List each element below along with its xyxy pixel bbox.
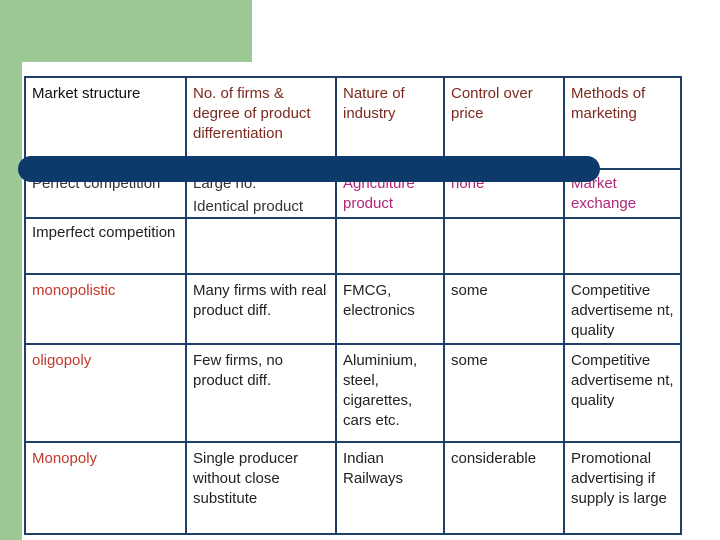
cell-firms: Single producer without close substitute — [185, 441, 337, 535]
cell-industry — [335, 217, 445, 275]
cell-marketing: Competitive advertiseme nt, quality — [563, 273, 682, 345]
cell-firms: Few firms, no product diff. — [185, 343, 337, 443]
table-row-oligopoly: oligopoly Few firms, no product diff. Al… — [24, 343, 682, 443]
cell-marketing — [563, 217, 682, 275]
cell-price: considerable — [443, 441, 565, 535]
cell-price — [443, 217, 565, 275]
table-row-monopolistic: monopolistic Many firms with real produc… — [24, 273, 682, 345]
cell-marketing: Promotional advertising if supply is lar… — [563, 441, 682, 535]
header-cell-industry: Nature of industry — [335, 76, 445, 170]
cell-structure: oligopoly — [24, 343, 187, 443]
cell-price: some — [443, 273, 565, 345]
header-cell-marketing: Methods of marketing — [563, 76, 682, 170]
header-cell-price: Control over price — [443, 76, 565, 170]
table-header-row: Market structure No. of firms & degree o… — [24, 76, 682, 170]
cell-firms: Many firms with real product diff. — [185, 273, 337, 345]
cell-industry: FMCG, electronics — [335, 273, 445, 345]
cell-structure: monopolistic — [24, 273, 187, 345]
table-row-monopoly: Monopoly Single producer without close s… — [24, 441, 682, 535]
cell-industry: Indian Railways — [335, 441, 445, 535]
market-structure-table: Market structure No. of firms & degree o… — [24, 76, 682, 535]
cell-firms — [185, 217, 337, 275]
header-cell-market-structure: Market structure — [24, 76, 187, 170]
cell-marketing: Competitive advertiseme nt, quality — [563, 343, 682, 443]
cell-structure: Monopoly — [24, 441, 187, 535]
decorative-blue-bar — [18, 156, 600, 182]
cell-structure: Imperfect competition — [24, 217, 187, 275]
cell-price: some — [443, 343, 565, 443]
cell-industry: Aluminium, steel, cigarettes, cars etc. — [335, 343, 445, 443]
table-row-imperfect-competition: Imperfect competition — [24, 217, 682, 275]
